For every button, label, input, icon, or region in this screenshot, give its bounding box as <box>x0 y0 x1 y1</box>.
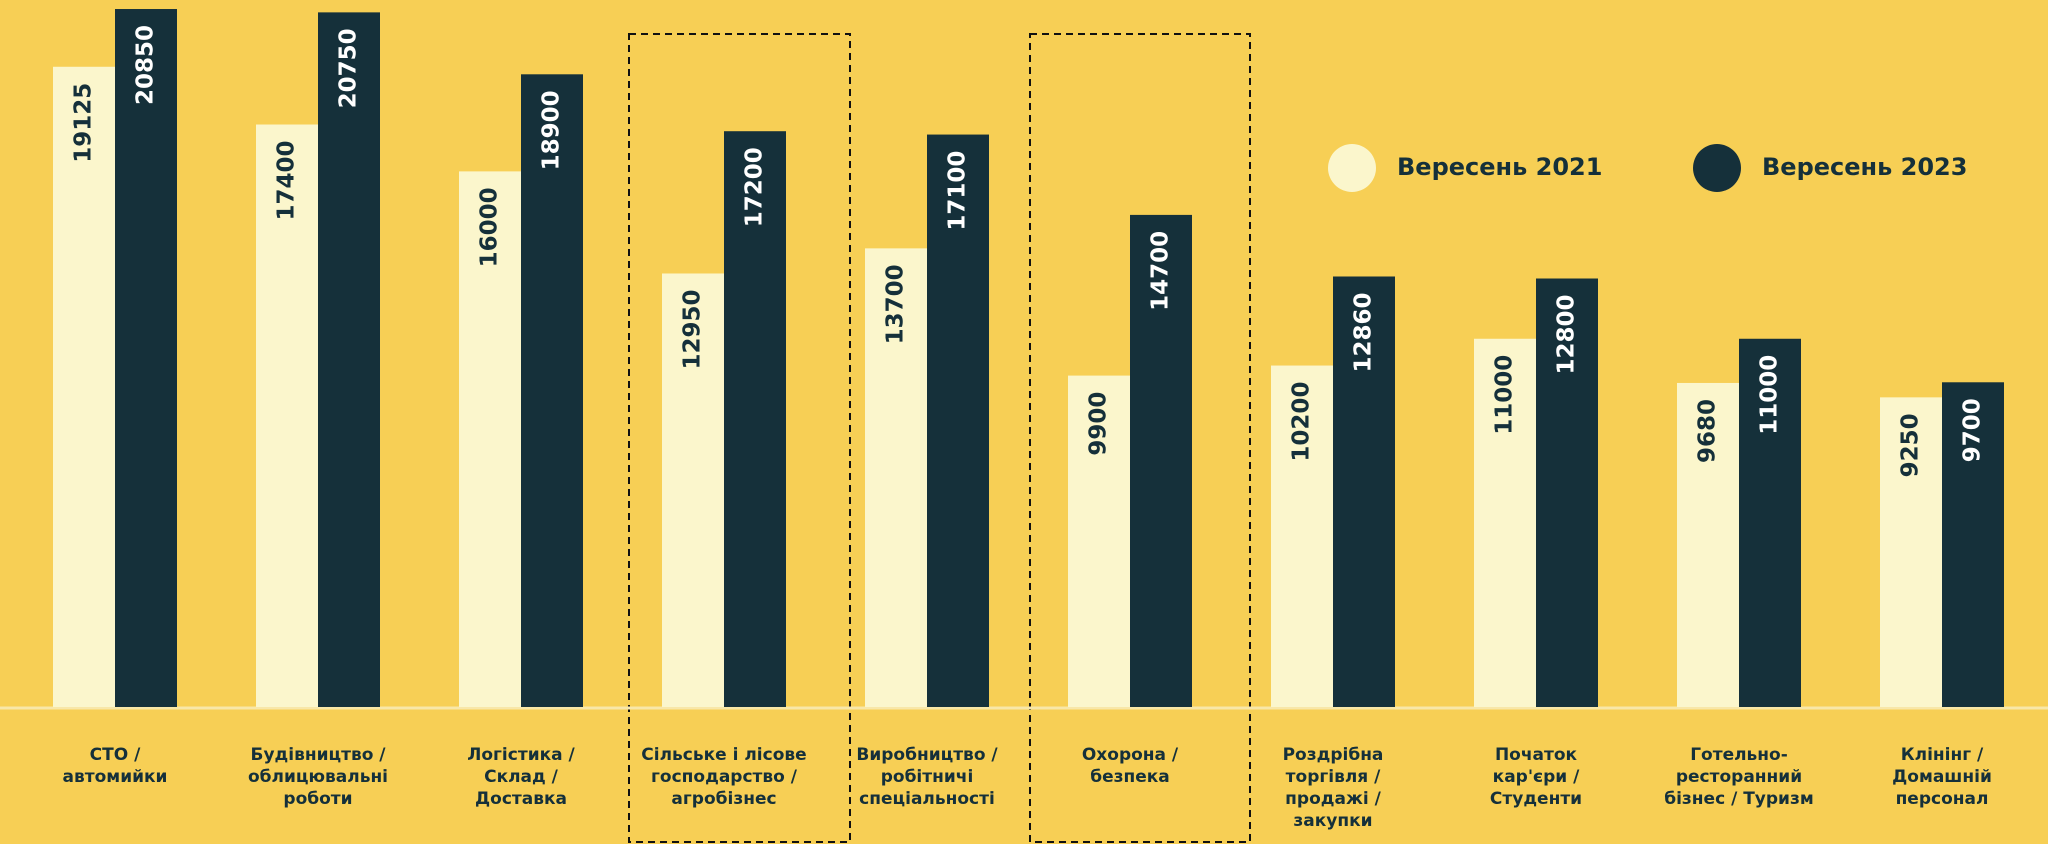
bar <box>459 171 521 707</box>
highlight-box <box>628 33 851 843</box>
bar <box>662 273 724 707</box>
x-tick-label: Виробництво / робітничі спеціальності <box>856 745 998 809</box>
x-tick-label-line: Склад / <box>484 767 559 787</box>
x-tick-label: Готельно-ресторанний бізнес / Туризм <box>1664 745 1814 809</box>
x-tick-label: Охорона / безпека <box>1082 745 1179 787</box>
value-label: 14700 <box>1148 231 1174 311</box>
bar <box>927 134 989 708</box>
bar <box>318 12 380 708</box>
x-tick-label-line: Домашній <box>1892 767 1992 787</box>
bar <box>1130 214 1192 707</box>
x-tick-label-line: автомийки <box>63 767 168 787</box>
x-tick-label-line: закупки <box>1293 811 1372 831</box>
legend-label: Вересень 2021 <box>1397 153 1602 181</box>
bar <box>1942 382 2004 707</box>
x-tick-label-line: Готельно- <box>1690 745 1788 765</box>
value-label: 12800 <box>1554 295 1580 375</box>
x-tick-label-line: Охорона / <box>1082 745 1179 765</box>
x-tick-label-line: Роздрібна <box>1283 745 1384 765</box>
value-label: 9700 <box>1960 398 1986 462</box>
x-tick-label-line: персонал <box>1896 789 1989 809</box>
x-tick-label-line: робітничі <box>881 767 974 787</box>
x-tick-label: Будівництво / облицювальні роботи <box>248 745 388 809</box>
value-label: 11000 <box>1492 355 1518 435</box>
highlight-box <box>1029 33 1251 843</box>
bar <box>521 74 583 708</box>
x-tick-label-line: Сільське і лісове <box>641 745 806 765</box>
value-label: 20750 <box>336 28 362 108</box>
legend-label: Вересень 2023 <box>1762 153 1967 181</box>
value-label: 16000 <box>477 187 503 267</box>
bar <box>1739 338 1801 707</box>
legend-swatch <box>1328 144 1376 192</box>
bar <box>1271 365 1333 707</box>
value-label: 12860 <box>1351 292 1377 372</box>
value-label: 19125 <box>71 83 97 163</box>
value-label: 9900 <box>1086 392 1112 456</box>
value-label: 17200 <box>742 147 768 227</box>
x-tick-label-line: господарство / <box>651 767 798 787</box>
x-tick-label-line: кар'єри / <box>1493 767 1580 787</box>
value-label: 9680 <box>1695 399 1721 463</box>
value-label: 9250 <box>1898 413 1924 477</box>
x-tick-label-line: Виробництво / <box>856 745 998 765</box>
legend-swatch <box>1693 144 1741 192</box>
value-label: 12950 <box>680 289 706 369</box>
bar <box>1333 276 1395 707</box>
x-tick-label-line: Студенти <box>1490 789 1582 809</box>
x-tick-label: Логістика / Склад / Доставка <box>467 745 575 809</box>
bar <box>256 124 318 707</box>
x-tick-label: Сільське і лісове господарство / агробізне… <box>641 745 806 809</box>
x-tick-label-line: СТО / <box>90 745 141 765</box>
x-tick-label-line: роботи <box>283 789 352 809</box>
x-tick-label-line: Будівництво / <box>250 745 386 765</box>
value-label: 11000 <box>1757 355 1783 435</box>
x-tick-label-line: продажі / <box>1285 789 1381 809</box>
bar <box>1677 382 1739 707</box>
x-tick-label-line: ресторанний <box>1676 767 1802 787</box>
x-tick-label-line: Клінінг / <box>1901 745 1984 765</box>
x-tick-label: Роздрібна торгівля / продажі / закупки <box>1283 745 1384 831</box>
bar <box>865 248 927 707</box>
bar <box>1536 278 1598 707</box>
x-tick-label-line: Логістика / <box>467 745 575 765</box>
value-label: 17100 <box>945 151 971 231</box>
bar <box>115 9 177 708</box>
x-tick-label-line: Початок <box>1495 745 1578 765</box>
bar <box>1880 397 1942 707</box>
x-tick-label-line: безпека <box>1090 767 1170 787</box>
bar <box>1068 375 1130 707</box>
x-tick-label-line: Доставка <box>475 789 567 809</box>
bar <box>1474 338 1536 707</box>
x-tick-label: Початок кар'єри / Студенти <box>1490 745 1582 809</box>
x-tick-label-line: бізнес / Туризм <box>1664 789 1814 809</box>
x-tick-label: Клінінг / Домашній персонал <box>1892 745 1992 809</box>
x-tick-label-line: спеціальності <box>859 789 995 809</box>
bar <box>53 66 115 707</box>
x-tick-label-line: агробізнес <box>671 789 776 809</box>
value-label: 18900 <box>539 90 565 170</box>
value-label: 13700 <box>883 264 909 344</box>
x-tick-label: СТО / автомийки <box>63 745 168 787</box>
bar <box>724 131 786 707</box>
x-tick-label-line: торгівля / <box>1286 767 1381 787</box>
value-label: 20850 <box>133 25 159 105</box>
value-label: 10200 <box>1289 382 1315 462</box>
value-label: 17400 <box>274 141 300 221</box>
x-tick-label-line: облицювальні <box>248 767 388 787</box>
